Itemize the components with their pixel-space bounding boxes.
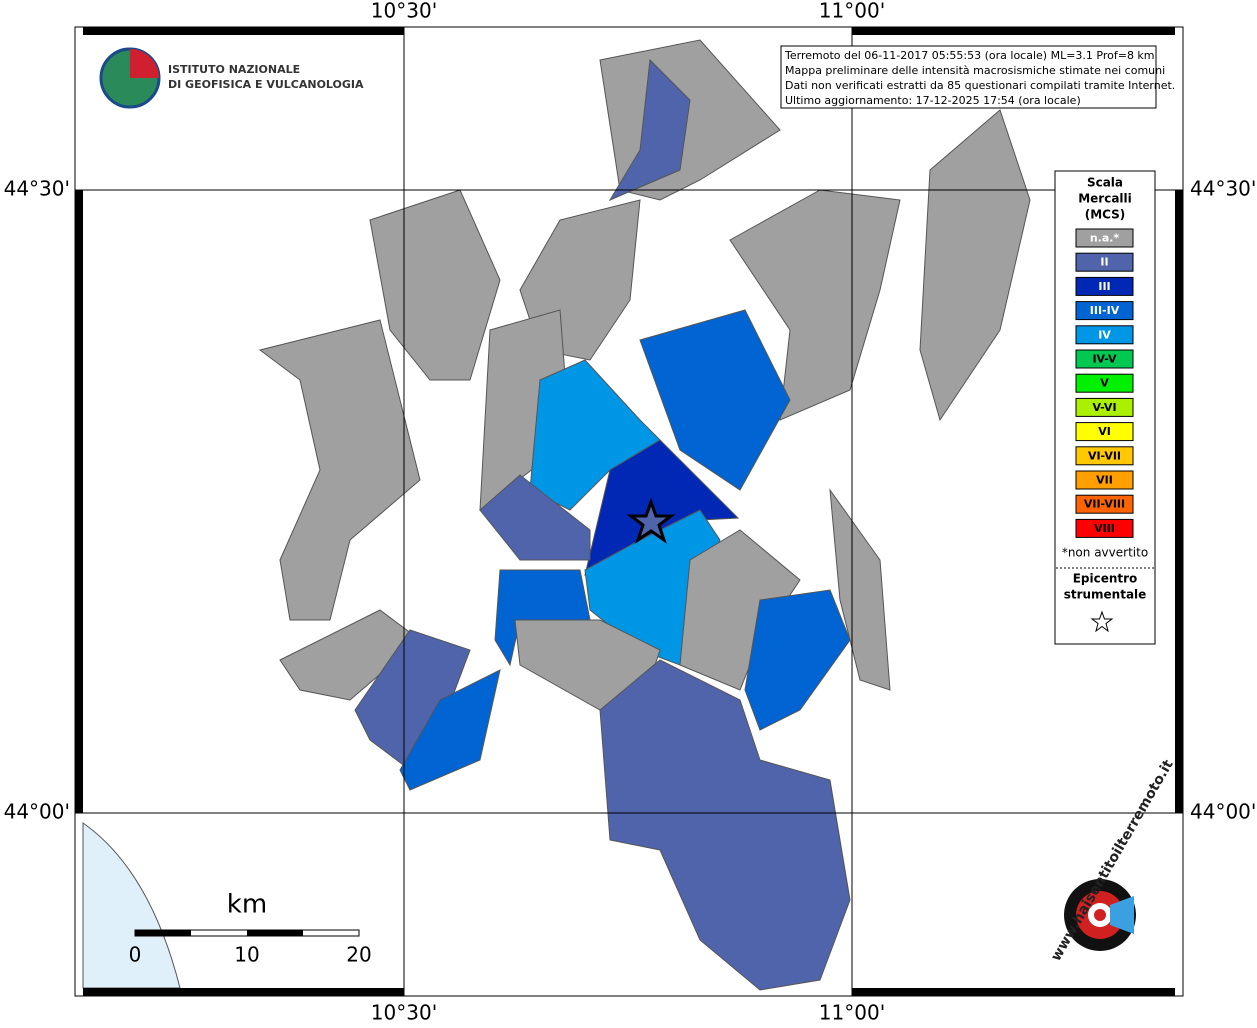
municipality (829, 488, 891, 691)
legend-swatch (1075, 373, 1134, 393)
scale-label: 10 (234, 943, 259, 967)
lat-label: 44°00' (4, 800, 70, 824)
legend-label: III-IV (1090, 304, 1120, 317)
info-box (780, 45, 1157, 109)
municipality (919, 109, 1031, 422)
lon-label: 11°00' (819, 0, 885, 23)
legend-label: VI-VII (1088, 449, 1121, 462)
scale-label: 0 (129, 943, 142, 967)
legend-note: *non avvertito (1062, 546, 1148, 560)
municipality (599, 659, 851, 991)
legend-label: IV (1098, 328, 1111, 341)
legend-epicenter: Epicentro (1073, 572, 1138, 586)
legend-label: VIII (1094, 522, 1115, 535)
legend-swatch (1075, 470, 1134, 490)
legend-swatch (1075, 325, 1134, 345)
legend-label: V-VI (1092, 401, 1116, 414)
lon-label: 10°30' (371, 1001, 437, 1025)
scale-bar: km 0 10 20 (129, 890, 372, 967)
legend-title: Scala (1087, 176, 1123, 190)
frame-border (75, 27, 1183, 996)
legend-swatch (1075, 422, 1134, 442)
logo-text: ISTITUTO NAZIONALE (168, 63, 300, 76)
lon-label: 11°00' (819, 1001, 885, 1025)
legend-swatch (1075, 518, 1134, 538)
logo-text: DI GEOFISICA E VULCANOLOGIA (168, 78, 364, 91)
legend-label: V (1100, 377, 1109, 390)
municipalities (258, 39, 1031, 991)
municipality (258, 319, 421, 621)
legend-label: III (1098, 280, 1110, 293)
logo: ISTITUTO NAZIONALE DI GEOFISICA E VULCAN… (99, 47, 364, 109)
municipality (479, 474, 591, 561)
info-line: Mappa preliminare delle intensità macros… (785, 64, 1165, 77)
legend-swatch (1075, 397, 1134, 417)
legend-title: Mercalli (1078, 192, 1132, 206)
legend-swatch (1075, 446, 1134, 466)
info-line: Ultimo aggiornamento: 17-12-2025 17:54 (… (785, 94, 1081, 107)
legend-label: n.a.* (1090, 232, 1120, 245)
legend-swatch (1075, 301, 1134, 321)
legend-star (1090, 610, 1114, 633)
scale-unit: km (227, 890, 267, 920)
municipality (608, 58, 691, 202)
info-line: Terremoto del 06-11-2017 05:55:53 (ora l… (784, 49, 1155, 62)
legend-swatch (1075, 252, 1134, 272)
scale-label: 20 (346, 943, 371, 967)
legend-title: (MCS) (1085, 208, 1126, 222)
epicenter-star (626, 497, 676, 544)
municipality (399, 669, 501, 791)
lat-label: 44°00' (1190, 800, 1256, 824)
info-line: Dati non verificati estratti da 85 quest… (785, 79, 1175, 92)
lat-label: 44°30' (4, 177, 70, 201)
lon-label: 10°30' (371, 0, 437, 23)
legend-swatch (1075, 494, 1134, 514)
legend-label: IV-V (1092, 353, 1117, 366)
municipality (729, 189, 901, 421)
legend-swatch (1075, 349, 1134, 369)
legend-label: VI (1098, 425, 1111, 438)
municipality (744, 589, 851, 731)
lat-label: 44°30' (1190, 177, 1256, 201)
sea (82, 822, 181, 989)
legend-swatch (1075, 228, 1134, 248)
legend-label: VII (1096, 474, 1113, 487)
legend-label: II (1100, 256, 1108, 269)
legend-label: VII-VIII (1084, 498, 1125, 511)
municipality (639, 309, 791, 491)
graticule (75, 27, 1183, 996)
legend-epicenter: strumentale (1064, 588, 1147, 602)
legend-swatch (1075, 276, 1134, 296)
